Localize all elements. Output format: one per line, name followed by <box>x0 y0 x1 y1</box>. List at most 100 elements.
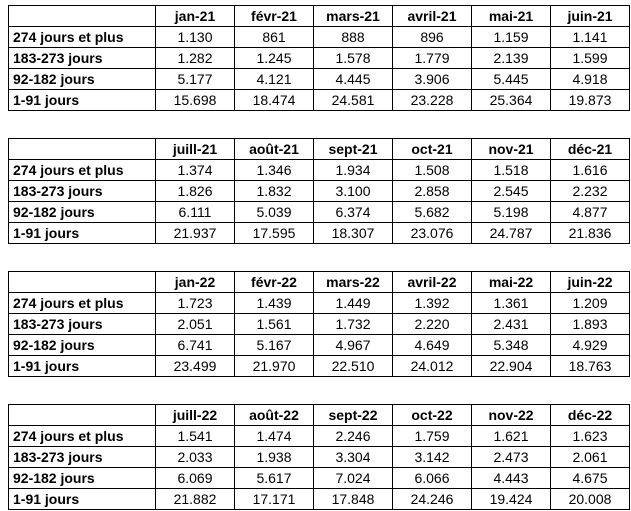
value-cell: 1.541 <box>155 425 235 447</box>
value-cell: 888 <box>313 26 393 48</box>
table-row: 1-91 jours 15.698 18.474 24.581 23.228 25.364… <box>8 89 630 111</box>
value-cell: 6.111 <box>155 201 235 223</box>
row-label: 274 jours et plus <box>8 292 156 314</box>
value-cell: 1.599 <box>550 47 630 69</box>
value-cell: 4.649 <box>392 334 472 356</box>
value-cell: 4.675 <box>550 467 630 489</box>
value-cell: 861 <box>234 26 314 48</box>
value-cell: 17.171 <box>234 488 314 510</box>
value-cell: 17.595 <box>234 222 314 244</box>
value-cell: 21.937 <box>155 222 235 244</box>
table-row: 183-273 jours 1.282 1.245 1.578 1.779 2.139 1.… <box>8 47 630 69</box>
value-cell: 2.232 <box>550 180 630 202</box>
table-row: 92-182 jours 6.741 5.167 4.967 4.649 5.348 4.9… <box>8 334 630 356</box>
value-cell: 4.929 <box>550 334 630 356</box>
column-header: mars-21 <box>313 5 393 27</box>
value-cell: 21.970 <box>234 355 314 377</box>
table-row: 1-91 jours 21.937 17.595 18.307 23.076 24.787… <box>8 222 630 244</box>
value-cell: 3.304 <box>313 446 393 468</box>
column-header: oct-22 <box>392 404 472 426</box>
column-header: sept-21 <box>313 138 393 160</box>
column-header: nov-22 <box>471 404 551 426</box>
corner-cell <box>8 5 156 27</box>
table-row: 92-182 jours 6.069 5.617 7.024 6.066 4.443 4.6… <box>8 467 630 489</box>
value-cell: 25.364 <box>471 89 551 111</box>
value-cell: 22.904 <box>471 355 551 377</box>
column-header: oct-21 <box>392 138 472 160</box>
value-cell: 20.008 <box>550 488 630 510</box>
value-cell: 5.198 <box>471 201 551 223</box>
value-cell: 24.787 <box>471 222 551 244</box>
value-cell: 1.130 <box>155 26 235 48</box>
value-cell: 2.139 <box>471 47 551 69</box>
header-row: juill-21 août-21 sept-21 oct-21 nov-21 déc-21 <box>8 138 630 160</box>
table-row: 92-182 jours 6.111 5.039 6.374 5.682 5.198 4.8… <box>8 201 630 223</box>
column-header: févr-22 <box>234 271 314 293</box>
column-header: févr-21 <box>234 5 314 27</box>
value-cell: 22.510 <box>313 355 393 377</box>
value-cell: 2.220 <box>392 313 472 335</box>
value-cell: 3.100 <box>313 180 393 202</box>
value-cell: 1.374 <box>155 159 235 181</box>
corner-cell <box>8 138 156 160</box>
value-cell: 7.024 <box>313 467 393 489</box>
row-label: 1-91 jours <box>8 355 156 377</box>
column-header: mai-22 <box>471 271 551 293</box>
value-cell: 5.039 <box>234 201 314 223</box>
value-cell: 18.474 <box>234 89 314 111</box>
value-cell: 1.623 <box>550 425 630 447</box>
period-table-4: juill-22 août-22 sept-22 oct-22 nov-22 déc-22… <box>8 404 630 510</box>
table-row: 1-91 jours 21.882 17.171 17.848 24.246 19.424… <box>8 488 630 510</box>
row-label: 274 jours et plus <box>8 425 156 447</box>
value-cell: 6.066 <box>392 467 472 489</box>
table-row: 274 jours et plus 1.130 861 888 896 1.159 1.14… <box>8 26 630 48</box>
value-cell: 4.918 <box>550 68 630 90</box>
value-cell: 21.836 <box>550 222 630 244</box>
value-cell: 5.348 <box>471 334 551 356</box>
value-cell: 1.159 <box>471 26 551 48</box>
value-cell: 1.723 <box>155 292 235 314</box>
table-row: 274 jours et plus 1.374 1.346 1.934 1.508 1.5… <box>8 159 630 181</box>
row-label: 92-182 jours <box>8 201 156 223</box>
table-row: 1-91 jours 23.499 21.970 22.510 24.012 22.904… <box>8 355 630 377</box>
period-table-2: juill-21 août-21 sept-21 oct-21 nov-21 déc-21… <box>8 138 630 244</box>
value-cell: 2.473 <box>471 446 551 468</box>
column-header: nov-21 <box>471 138 551 160</box>
header-row: juill-22 août-22 sept-22 oct-22 nov-22 déc-22 <box>8 404 630 426</box>
value-cell: 2.545 <box>471 180 551 202</box>
value-cell: 1.934 <box>313 159 393 181</box>
header-row: jan-21 févr-21 mars-21 avril-21 mai-21 juin-2… <box>8 5 630 27</box>
corner-cell <box>8 271 156 293</box>
column-header: jan-22 <box>155 271 235 293</box>
value-cell: 2.858 <box>392 180 472 202</box>
value-cell: 1.518 <box>471 159 551 181</box>
column-header: mars-22 <box>313 271 393 293</box>
value-cell: 1.561 <box>234 313 314 335</box>
value-cell: 24.246 <box>392 488 472 510</box>
column-header: août-22 <box>234 404 314 426</box>
row-label: 274 jours et plus <box>8 26 156 48</box>
value-cell: 5.617 <box>234 467 314 489</box>
corner-cell <box>8 404 156 426</box>
column-header: juill-22 <box>155 404 235 426</box>
value-cell: 4.443 <box>471 467 551 489</box>
value-cell: 4.877 <box>550 201 630 223</box>
column-header: sept-22 <box>313 404 393 426</box>
value-cell: 1.621 <box>471 425 551 447</box>
value-cell: 1.826 <box>155 180 235 202</box>
value-cell: 19.424 <box>471 488 551 510</box>
value-cell: 1.732 <box>313 313 393 335</box>
value-cell: 1.759 <box>392 425 472 447</box>
value-cell: 4.967 <box>313 334 393 356</box>
column-header: avril-21 <box>392 5 472 27</box>
value-cell: 1.392 <box>392 292 472 314</box>
value-cell: 1.474 <box>234 425 314 447</box>
column-header: déc-22 <box>550 404 630 426</box>
period-table-1: jan-21 févr-21 mars-21 avril-21 mai-21 juin-2… <box>8 5 630 111</box>
row-label: 92-182 jours <box>8 467 156 489</box>
value-cell: 24.012 <box>392 355 472 377</box>
header-row: jan-22 févr-22 mars-22 avril-22 mai-22 juin-2… <box>8 271 630 293</box>
row-label: 1-91 jours <box>8 488 156 510</box>
value-cell: 1.209 <box>550 292 630 314</box>
column-header: avril-22 <box>392 271 472 293</box>
